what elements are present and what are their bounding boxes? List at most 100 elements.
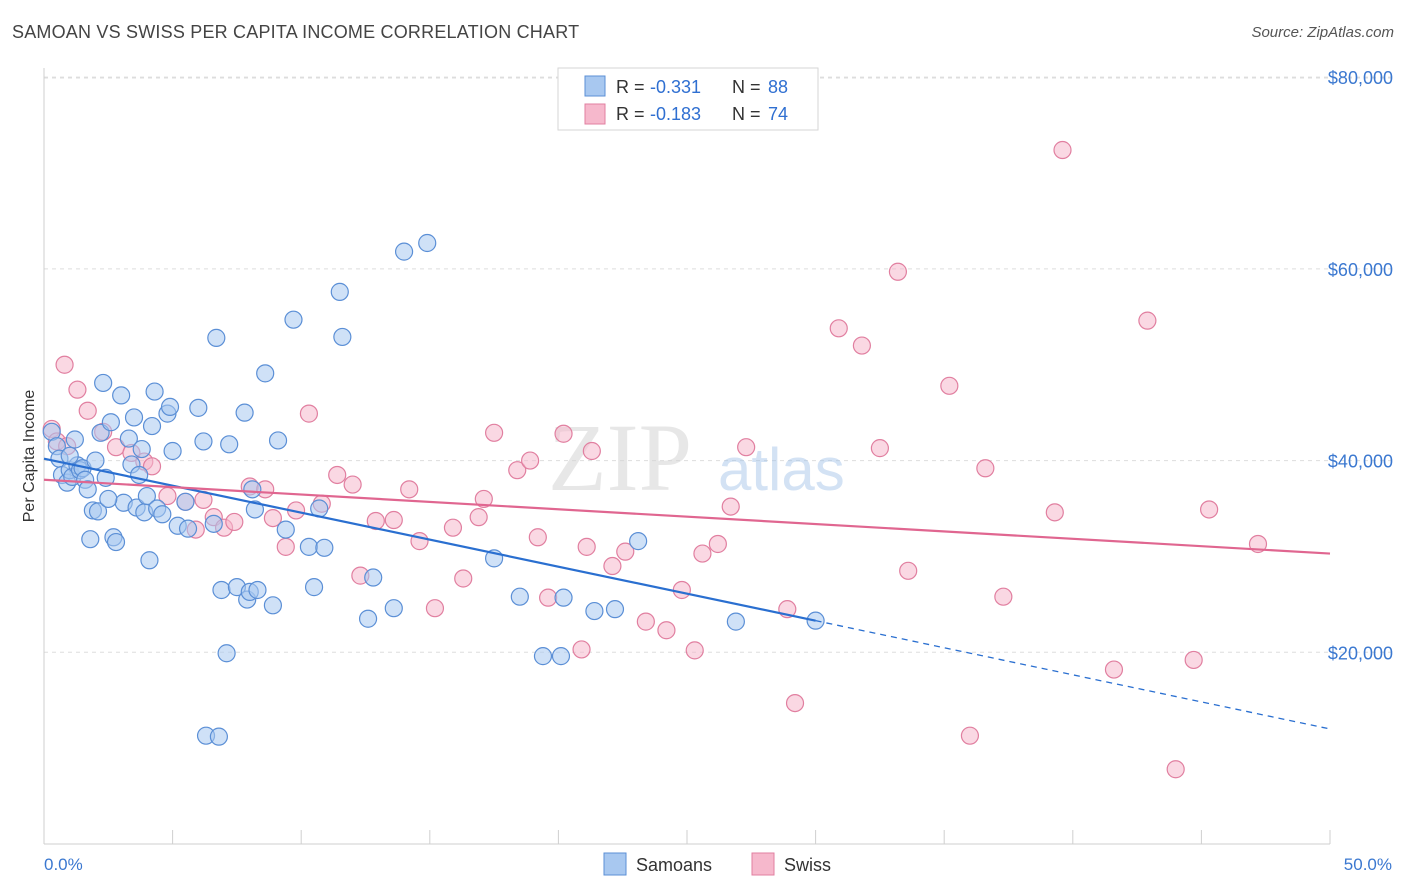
source-label[interactable]: Source: ZipAtlas.com [1251, 24, 1394, 41]
samoan-point[interactable] [119, 429, 138, 448]
swiss-point[interactable] [425, 599, 445, 618]
swiss-point[interactable] [1184, 650, 1203, 670]
swiss-point[interactable] [708, 534, 727, 554]
samoan-point[interactable] [554, 588, 573, 607]
swiss-point[interactable] [994, 587, 1013, 606]
samoan-point[interactable] [81, 530, 100, 549]
swiss-point[interactable] [263, 508, 283, 528]
samoan-point[interactable] [65, 430, 84, 449]
swiss-point[interactable] [528, 528, 547, 547]
swiss-point[interactable] [672, 580, 691, 600]
samoan-point[interactable] [194, 432, 213, 451]
swiss-point[interactable] [78, 401, 97, 420]
swiss-point[interactable] [737, 438, 756, 457]
samoan-point[interactable] [163, 441, 182, 461]
swiss-point[interactable] [888, 262, 908, 281]
samoan-point[interactable] [726, 612, 745, 631]
swiss-point[interactable] [1104, 660, 1124, 679]
swiss-point[interactable] [1053, 140, 1072, 160]
swiss-point[interactable] [328, 465, 347, 485]
samoan-point[interactable] [99, 489, 118, 509]
swiss-point[interactable] [508, 461, 527, 480]
samoan-point[interactable] [101, 413, 120, 432]
samoan-point[interactable] [235, 403, 254, 422]
swiss-point[interactable] [485, 423, 504, 442]
samoan-point[interactable] [132, 439, 151, 459]
swiss-point[interactable] [829, 319, 848, 338]
samoan-point[interactable] [176, 492, 195, 511]
swiss-point[interactable] [577, 537, 596, 556]
samoan-point[interactable] [245, 500, 265, 519]
swiss-point[interactable] [721, 497, 740, 516]
swiss-point[interactable] [554, 424, 573, 443]
swiss-point[interactable] [616, 542, 635, 561]
samoan-point[interactable] [78, 480, 97, 499]
samoan-point[interactable] [248, 580, 267, 600]
swiss-point[interactable] [299, 404, 319, 423]
samoan-point[interactable] [217, 644, 236, 663]
samoan-point[interactable] [533, 647, 553, 666]
bottom-legend-item-samoans[interactable]: Samoans [603, 852, 712, 876]
swiss-point[interactable] [443, 518, 463, 537]
swiss-point[interactable] [469, 508, 488, 527]
samoan-point[interactable] [106, 532, 126, 552]
swiss-point[interactable] [693, 544, 712, 563]
samoan-point[interactable] [585, 601, 604, 621]
swiss-point[interactable] [55, 355, 74, 374]
samoan-point[interactable] [299, 537, 319, 556]
samoan-point[interactable] [140, 551, 159, 570]
samoan-point[interactable] [243, 480, 262, 499]
samoan-point[interactable] [394, 242, 414, 261]
samoan-point[interactable] [178, 519, 198, 538]
swiss-point[interactable] [582, 441, 601, 461]
samoan-point[interactable] [330, 282, 349, 301]
samoan-point[interactable] [142, 416, 162, 436]
swiss-point[interactable] [474, 489, 493, 509]
samoan-point[interactable] [160, 397, 180, 417]
swiss-point[interactable] [603, 556, 622, 576]
swiss-point[interactable] [521, 451, 540, 470]
bottom-legend-item-swiss[interactable]: Swiss [751, 852, 831, 876]
samoan-point[interactable] [384, 599, 403, 618]
samoan-point[interactable] [510, 587, 529, 606]
swiss-point[interactable] [785, 693, 805, 713]
samoan-point[interactable] [284, 310, 303, 329]
samoan-point[interactable] [220, 435, 239, 454]
samoan-point[interactable] [263, 596, 283, 615]
samoan-point[interactable] [153, 505, 172, 524]
swiss-point[interactable] [657, 621, 676, 640]
samoan-point[interactable] [605, 600, 625, 619]
samoan-point[interactable] [86, 451, 105, 470]
samoan-point[interactable] [189, 398, 208, 417]
swiss-point[interactable] [1045, 503, 1064, 522]
swiss-point[interactable] [68, 380, 87, 399]
swiss-point[interactable] [636, 612, 655, 631]
samoan-point[interactable] [137, 486, 156, 506]
samoan-point[interactable] [124, 408, 144, 427]
swiss-point[interactable] [852, 336, 871, 355]
swiss-point[interactable] [960, 726, 980, 745]
samoan-point[interactable] [315, 538, 334, 557]
swiss-point[interactable] [539, 588, 558, 607]
samoan-point[interactable] [629, 532, 648, 551]
swiss-point[interactable] [142, 457, 162, 476]
samoan-point[interactable] [358, 609, 378, 628]
samoan-point[interactable] [333, 327, 352, 347]
swiss-point[interactable] [454, 569, 473, 588]
swiss-point[interactable] [572, 640, 591, 659]
swiss-point[interactable] [899, 561, 918, 580]
swiss-point[interactable] [343, 475, 362, 494]
swiss-point[interactable] [400, 480, 419, 499]
swiss-point[interactable] [870, 439, 890, 458]
swiss-point[interactable] [366, 511, 385, 531]
samoan-point[interactable] [276, 520, 295, 539]
samoan-point[interactable] [212, 580, 231, 600]
samoan-point[interactable] [268, 431, 288, 450]
samoan-point[interactable] [204, 514, 223, 533]
swiss-point[interactable] [276, 537, 295, 556]
swiss-point[interactable] [1200, 500, 1219, 519]
samoan-point[interactable] [364, 568, 383, 587]
samoan-point[interactable] [256, 364, 275, 383]
samoan-point[interactable] [145, 382, 164, 401]
swiss-point[interactable] [384, 510, 403, 530]
